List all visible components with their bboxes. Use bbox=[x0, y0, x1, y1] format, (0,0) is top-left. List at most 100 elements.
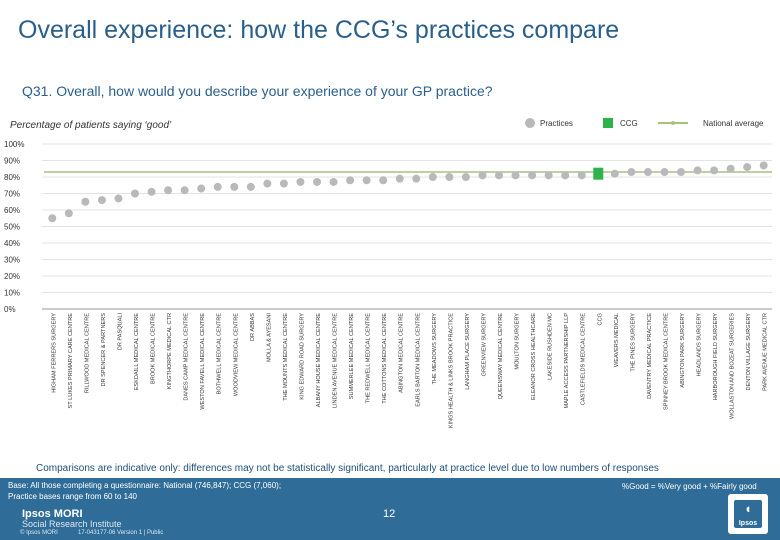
title-bar bbox=[0, 0, 780, 62]
brand-sub: Social Research Institute bbox=[22, 519, 122, 529]
practice-point bbox=[114, 194, 123, 203]
chart: 0% 10% 20% 30% 40% 50% 60% 70% 80% 90% 100% HIGHAM … bbox=[4, 140, 772, 428]
category-label: BOTHWELL MEDICAL CENTRE bbox=[217, 313, 223, 395]
practice-point bbox=[197, 184, 206, 193]
category-label: THE MOUNTS MEDICAL CENTRE bbox=[283, 313, 289, 401]
category-label: KINGTHORPE MEDICAL CTR bbox=[167, 313, 173, 389]
category-label: ELEANOR CROSS HEALTHCARE bbox=[531, 313, 537, 400]
practice-point bbox=[544, 171, 553, 180]
y-tick-label: 100% bbox=[4, 140, 24, 149]
practice-point bbox=[710, 166, 719, 175]
practice-point bbox=[412, 174, 421, 183]
practice-point bbox=[677, 168, 685, 177]
practice-point bbox=[759, 161, 768, 170]
category-label: DR ABBAS bbox=[250, 313, 256, 341]
y-tick-label: 20% bbox=[4, 272, 20, 281]
footer-bar bbox=[0, 478, 780, 540]
y-tick-label: 0% bbox=[4, 305, 16, 314]
category-label: THE REDWELL MEDICAL CENTRE bbox=[366, 313, 372, 404]
practice-point bbox=[478, 171, 487, 180]
y-tick-label: 80% bbox=[4, 173, 20, 182]
category-label: LAKESIDE RUSHDEN MC bbox=[548, 313, 554, 380]
legend-practices-swatch bbox=[525, 118, 535, 128]
y-tick-label: 10% bbox=[4, 289, 20, 298]
practice-point bbox=[743, 163, 752, 172]
practice-point bbox=[643, 168, 652, 177]
category-label: KINGS HEALTH & LINKS BROOK PRACTICE bbox=[448, 313, 454, 428]
legend-practices-label: Practices bbox=[540, 119, 573, 128]
category-label: SPINNEY BROOK MEDICAL CENTRE bbox=[663, 313, 669, 410]
legend-national-label: National average bbox=[703, 119, 764, 128]
category-label: MAPLE ACCESS PARTNERSHIP LLP bbox=[564, 313, 570, 409]
category-label: ST LUKES PRIMARY CARE CENTRE bbox=[68, 313, 74, 409]
page-number: 12 bbox=[383, 508, 396, 520]
practice-point bbox=[346, 176, 355, 185]
practice-point bbox=[313, 177, 321, 186]
category-label: ALBANY HOUSE MEDICAL CENTRE bbox=[316, 313, 322, 407]
category-label: LANGHAM PLACE SURGERY bbox=[465, 313, 471, 390]
category-label: LINDEN AVENUE MEDICAL CENTRE bbox=[333, 313, 339, 408]
category-label: SUMMERLEE MEDICAL CENTRE bbox=[349, 313, 355, 399]
practice-point bbox=[147, 187, 156, 196]
category-label: QUEENSWAY MEDICAL CENTRE bbox=[498, 313, 504, 400]
practice-point bbox=[230, 182, 239, 191]
practice-point bbox=[561, 171, 570, 180]
practice-point bbox=[528, 171, 537, 180]
practice-point bbox=[726, 164, 735, 173]
category-label: PARK AVENUE MEDICAL CTR bbox=[763, 313, 769, 391]
category-label: DAVENTRY MEDICAL PRACTICE bbox=[647, 313, 653, 399]
practice-point bbox=[97, 196, 106, 205]
practice-point bbox=[279, 179, 288, 188]
category-label: DR SPENCER & PARTNERS bbox=[101, 313, 107, 387]
question-bar bbox=[0, 72, 780, 110]
practice-point bbox=[660, 168, 669, 177]
practice-point bbox=[48, 214, 57, 223]
category-label: DENTON VILLAGE SURGERY bbox=[746, 313, 752, 391]
category-label: ABINGTON PARK SURGERY bbox=[680, 313, 686, 388]
job-reference: 17-043177-06 Version 1 | Public bbox=[78, 530, 164, 536]
practice-point bbox=[461, 173, 470, 181]
category-label: RILLWOOD MEDICAL CENTRE bbox=[84, 313, 90, 393]
legend-ccg-label: CCG bbox=[620, 119, 638, 128]
category-label: HEADLANDS SURGERY bbox=[697, 313, 703, 377]
practice-point bbox=[180, 186, 189, 195]
chart-legend: Practices CCG National average bbox=[525, 118, 764, 128]
practice-point bbox=[379, 176, 388, 185]
category-label: ABINGTON MEDICAL CENTRE bbox=[399, 313, 405, 393]
y-tick-label: 40% bbox=[4, 239, 20, 248]
y-tick-label: 60% bbox=[4, 206, 20, 215]
category-label: MOLLA & AYESANI bbox=[266, 313, 272, 362]
category-label: DR PASQUALI bbox=[117, 313, 123, 351]
y-tick-label: 90% bbox=[4, 157, 20, 166]
practice-point bbox=[445, 173, 454, 181]
practice-point bbox=[362, 176, 371, 185]
practice-point bbox=[610, 169, 619, 178]
practice-point bbox=[329, 177, 338, 186]
practice-point bbox=[213, 182, 222, 191]
practice-point bbox=[693, 166, 702, 175]
ipsos-logo-inner bbox=[734, 500, 762, 528]
practice-point bbox=[428, 173, 437, 181]
question-text: Q31. Overall, how would you describe you… bbox=[22, 83, 493, 99]
category-label: THE MEADOWS SURGERY bbox=[432, 313, 438, 385]
page-title: Overall experience: how the CCG’s practi… bbox=[18, 16, 620, 44]
comparison-note: Comparisons are indicative only: differe… bbox=[36, 463, 659, 474]
legend-national-swatch-dot bbox=[671, 121, 675, 125]
practice-point bbox=[296, 177, 305, 186]
category-label: WEAVERS MEDICAL bbox=[614, 313, 620, 367]
category-label: DANES CAMP MEDICAL CENTRE bbox=[184, 313, 190, 401]
practice-point bbox=[577, 171, 586, 180]
base-line-1: Base: All those completing a questionnai… bbox=[8, 481, 282, 490]
category-label: EARLS BARTON MEDICAL CENTRE bbox=[415, 313, 421, 407]
category-label: WESTON FAVELL MEDICAL CENTRE bbox=[200, 313, 206, 410]
category-label: CCG bbox=[597, 313, 603, 325]
brand-name: Ipsos MORI bbox=[22, 508, 83, 520]
chart-subtitle: Percentage of patients saying ‘good’ bbox=[10, 120, 172, 131]
ipsos-logo-text: Ipsos bbox=[738, 520, 758, 527]
category-label: THE COTTONS MEDICAL CENTRE bbox=[382, 313, 388, 404]
practice-point bbox=[131, 189, 139, 198]
category-label: WOLLASTON AND BOZEAT SURGERIES bbox=[730, 313, 736, 419]
category-label: CASTLEFIELDS MEDICAL CENTRE bbox=[581, 313, 587, 405]
practice-point bbox=[81, 197, 90, 206]
category-label: MOULTON SURGERY bbox=[515, 313, 521, 370]
